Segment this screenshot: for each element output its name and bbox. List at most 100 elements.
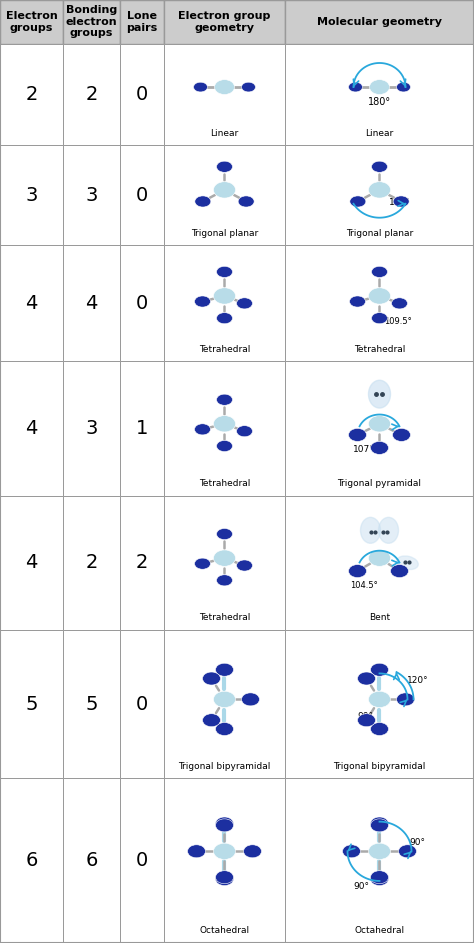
Bar [285, 361, 474, 496]
Text: 4: 4 [25, 294, 38, 313]
Text: 107°: 107° [353, 445, 374, 455]
Text: 4: 4 [25, 419, 38, 438]
Text: 109.5°: 109.5° [383, 318, 411, 326]
Ellipse shape [194, 296, 210, 307]
Text: Tetrahedral: Tetrahedral [354, 345, 405, 354]
Ellipse shape [213, 550, 236, 566]
Bar [120, 630, 164, 778]
Ellipse shape [371, 722, 389, 736]
Ellipse shape [193, 82, 208, 91]
Text: Electron
groups: Electron groups [6, 11, 57, 33]
Ellipse shape [215, 79, 235, 94]
Bar [164, 630, 285, 778]
Ellipse shape [397, 556, 418, 570]
Ellipse shape [372, 266, 388, 277]
Text: Linear: Linear [365, 129, 393, 138]
Ellipse shape [343, 845, 361, 858]
Ellipse shape [217, 440, 233, 452]
Text: 90°: 90° [354, 882, 370, 891]
Ellipse shape [213, 288, 236, 304]
Text: 2: 2 [25, 85, 38, 104]
Ellipse shape [396, 82, 410, 91]
Bar [285, 145, 474, 245]
Text: 104.5°: 104.5° [350, 582, 377, 590]
Bar [63, 0, 120, 43]
Ellipse shape [213, 416, 236, 432]
Bar [120, 0, 164, 43]
Text: Bent: Bent [369, 613, 390, 622]
Bar [285, 0, 474, 43]
Ellipse shape [237, 425, 253, 437]
Ellipse shape [371, 870, 389, 884]
Text: Electron group
geometry: Electron group geometry [178, 11, 271, 33]
Ellipse shape [348, 82, 363, 91]
Ellipse shape [350, 196, 366, 207]
Bar [285, 630, 474, 778]
Text: 2: 2 [85, 554, 98, 572]
Bar [0, 361, 63, 496]
Bar [285, 245, 474, 361]
Ellipse shape [241, 82, 255, 91]
Ellipse shape [241, 693, 259, 706]
Ellipse shape [372, 161, 388, 173]
Text: 6: 6 [85, 851, 98, 870]
Ellipse shape [194, 423, 210, 435]
Bar [0, 0, 63, 43]
Ellipse shape [368, 550, 391, 566]
Text: 180°: 180° [368, 97, 391, 107]
Ellipse shape [392, 298, 408, 309]
Text: Linear: Linear [210, 129, 238, 138]
Text: 3: 3 [25, 186, 38, 205]
Text: Lone
pairs: Lone pairs [127, 11, 158, 33]
Ellipse shape [216, 872, 234, 885]
Ellipse shape [399, 845, 417, 858]
Text: 120°: 120° [389, 198, 410, 207]
Bar [120, 245, 164, 361]
Bar [0, 496, 63, 630]
Ellipse shape [195, 196, 211, 207]
Bar [0, 630, 63, 778]
Ellipse shape [213, 691, 236, 707]
Bar [0, 43, 63, 145]
Ellipse shape [237, 298, 253, 309]
Bar [63, 361, 120, 496]
Text: 90°: 90° [357, 712, 374, 720]
Ellipse shape [216, 819, 234, 832]
Bar [164, 145, 285, 245]
Ellipse shape [217, 394, 233, 405]
Ellipse shape [371, 819, 389, 832]
Ellipse shape [188, 845, 206, 858]
Bar [164, 361, 285, 496]
Ellipse shape [368, 182, 391, 198]
Ellipse shape [371, 663, 389, 676]
Bar [164, 43, 285, 145]
Bar [0, 778, 63, 943]
Text: 4: 4 [25, 554, 38, 572]
Bar [120, 145, 164, 245]
Ellipse shape [368, 691, 391, 707]
Ellipse shape [361, 518, 381, 543]
Text: Trigonal planar: Trigonal planar [191, 229, 258, 238]
Bar [164, 496, 285, 630]
Text: Tetrahedral: Tetrahedral [199, 345, 250, 354]
Text: 4: 4 [85, 294, 98, 313]
Bar [63, 778, 120, 943]
Ellipse shape [202, 714, 220, 727]
Ellipse shape [217, 575, 233, 586]
Bar [120, 43, 164, 145]
Ellipse shape [216, 817, 234, 830]
Ellipse shape [216, 870, 234, 884]
Ellipse shape [216, 663, 234, 676]
Ellipse shape [217, 266, 233, 277]
Ellipse shape [393, 196, 409, 207]
Ellipse shape [216, 722, 234, 736]
Ellipse shape [349, 296, 365, 307]
Bar [285, 496, 474, 630]
Text: Trigonal pyramidal: Trigonal pyramidal [337, 479, 421, 488]
Text: 5: 5 [25, 694, 38, 714]
Text: 120°: 120° [407, 676, 428, 686]
Ellipse shape [213, 182, 236, 198]
Bar [285, 43, 474, 145]
Ellipse shape [237, 560, 253, 571]
Ellipse shape [357, 714, 375, 727]
